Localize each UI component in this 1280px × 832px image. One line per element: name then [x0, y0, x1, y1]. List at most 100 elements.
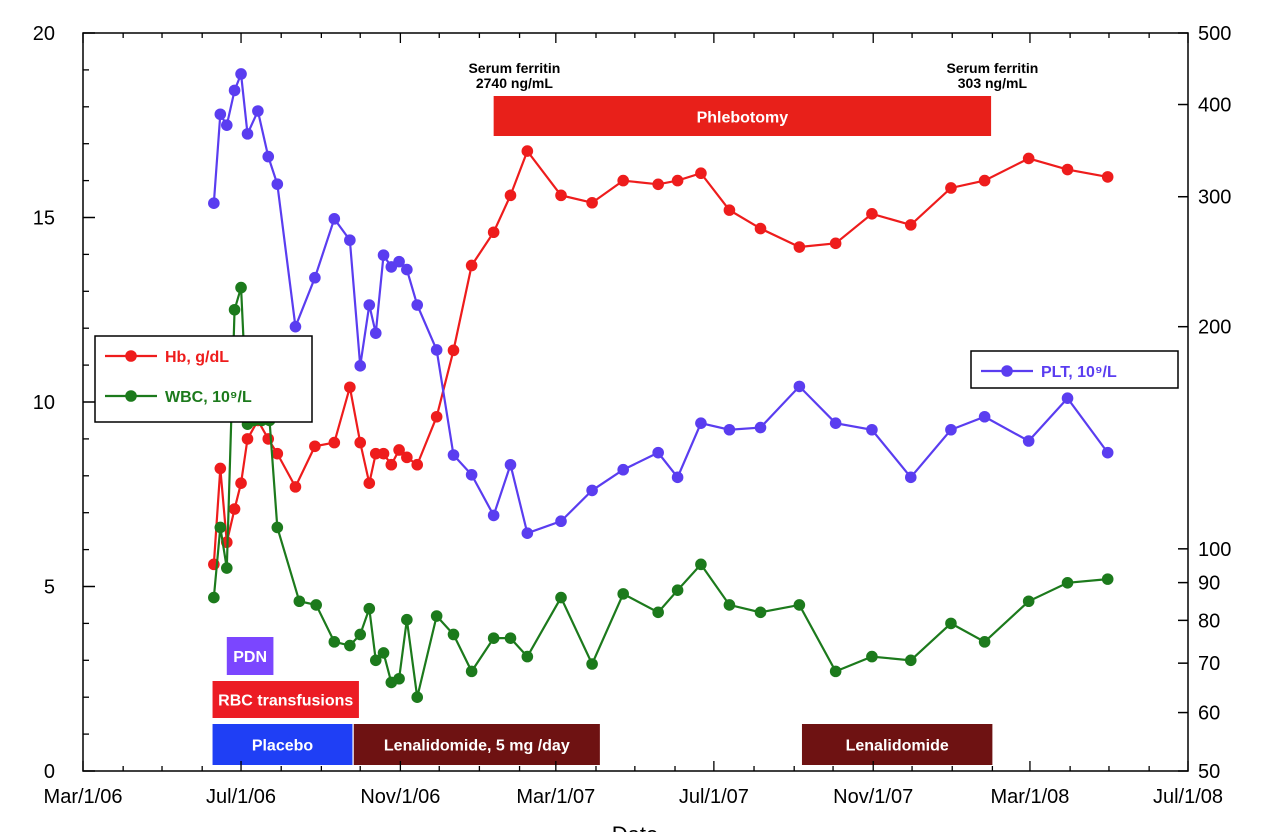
- annotation-text: Serum ferritin: [468, 60, 560, 76]
- legend-marker: [1001, 365, 1013, 377]
- data-point: [235, 477, 247, 489]
- data-point: [447, 449, 460, 461]
- data-point: [1101, 573, 1114, 585]
- data-point: [586, 196, 598, 209]
- treatment-bar: [212, 724, 353, 765]
- data-point: [1061, 577, 1074, 589]
- legend-marker: [125, 350, 137, 362]
- treatment-bar: [353, 724, 600, 765]
- treatment-bar: [226, 637, 274, 675]
- y-left-tick-label: 15: [33, 208, 55, 230]
- data-point: [235, 281, 247, 294]
- annotation-text: 2740 ng/mL: [476, 75, 553, 91]
- data-point: [228, 503, 241, 515]
- treatment-bar-label: PDN: [233, 649, 267, 666]
- data-point: [401, 263, 413, 276]
- data-point: [369, 327, 382, 339]
- data-point: [978, 174, 991, 187]
- data-point: [309, 440, 321, 453]
- data-point: [793, 599, 806, 611]
- data-point: [945, 423, 957, 436]
- annotation-text: Serum ferritin: [946, 60, 1038, 76]
- data-point: [504, 632, 517, 644]
- data-point: [393, 672, 405, 685]
- data-point: [393, 255, 405, 268]
- treatment-bar: [212, 681, 359, 718]
- x-tick-label: Nov/1/07: [833, 786, 913, 808]
- y-right-tick-label: 70: [1198, 653, 1220, 675]
- data-point: [214, 521, 227, 534]
- data-point: [978, 636, 991, 648]
- data-point: [866, 208, 878, 220]
- treatment-bar: [493, 96, 992, 136]
- data-point: [793, 380, 806, 393]
- y-right-tick-label: 60: [1198, 703, 1220, 725]
- data-point: [504, 458, 517, 471]
- y-right-tick-label: 90: [1198, 573, 1220, 595]
- data-point: [411, 299, 424, 311]
- data-point: [695, 167, 707, 180]
- y-left-tick-label: 20: [33, 23, 55, 45]
- data-point: [521, 145, 534, 157]
- y-right-tick-label: 100: [1198, 539, 1231, 561]
- data-point: [754, 421, 767, 434]
- data-point: [377, 249, 390, 261]
- data-point: [262, 150, 275, 163]
- data-point: [793, 241, 806, 253]
- data-point: [214, 108, 227, 121]
- data-point: [430, 610, 443, 622]
- data-point: [904, 471, 917, 484]
- data-point: [1022, 595, 1035, 608]
- data-point: [521, 527, 534, 540]
- data-point: [617, 588, 629, 600]
- series-line: [212, 287, 1108, 698]
- data-point: [411, 691, 424, 703]
- data-point: [617, 174, 629, 187]
- data-point: [220, 119, 233, 132]
- y-right-tick-label: 200: [1198, 317, 1231, 339]
- series-lines: [208, 68, 1114, 703]
- data-point: [447, 344, 460, 357]
- data-point: [866, 423, 878, 436]
- data-point: [1101, 446, 1114, 459]
- data-point: [555, 189, 567, 202]
- data-point: [652, 606, 664, 619]
- data-point: [401, 451, 413, 464]
- y-right-tick-label: 300: [1198, 187, 1231, 209]
- data-point: [354, 360, 367, 372]
- data-point: [401, 613, 413, 626]
- x-tick-label: Mar/1/06: [44, 786, 123, 808]
- data-point: [555, 515, 567, 528]
- data-point: [293, 595, 306, 608]
- y-right-tick-label: 500: [1198, 23, 1231, 45]
- data-point: [1022, 435, 1035, 447]
- data-point: [447, 628, 460, 641]
- x-tick-label: Jul/1/07: [679, 786, 749, 808]
- data-point: [363, 299, 376, 311]
- data-point: [430, 410, 443, 423]
- data-point: [228, 84, 241, 97]
- y-left-tick-label: 10: [33, 392, 55, 414]
- data-point: [241, 433, 254, 445]
- data-point: [904, 654, 917, 667]
- treatment-bar-label: Placebo: [252, 737, 314, 754]
- data-point: [586, 658, 598, 670]
- data-point: [671, 584, 684, 596]
- data-point: [214, 462, 227, 475]
- data-point: [487, 509, 500, 522]
- series-line: [212, 73, 1109, 535]
- data-point: [430, 344, 443, 356]
- annotation-text: 303 ng/mL: [958, 75, 1028, 91]
- x-tick-label: Mar/1/08: [990, 786, 1069, 808]
- x-tick-label: Mar/1/07: [516, 786, 595, 808]
- x-tick-label: Jul/1/08: [1153, 786, 1223, 808]
- data-point: [829, 665, 842, 678]
- x-axis-title: Date: [612, 822, 658, 832]
- data-point: [829, 237, 842, 250]
- data-point: [586, 484, 598, 497]
- data-point: [695, 417, 707, 429]
- data-point: [310, 599, 322, 611]
- data-point: [671, 471, 684, 484]
- legends: Hb, g/dL WBC, 10⁹/L PLT, 10⁹/L: [94, 335, 1179, 423]
